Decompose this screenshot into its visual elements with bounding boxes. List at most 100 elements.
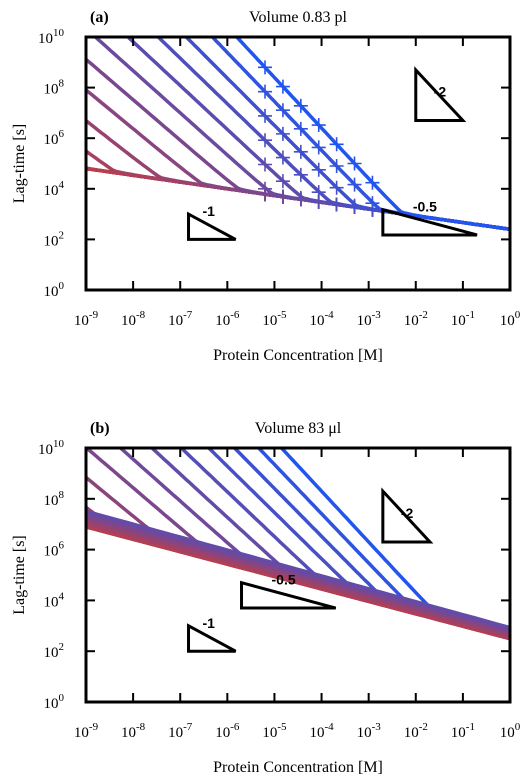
data-point: [275, 189, 290, 204]
data-point: [311, 140, 326, 155]
y-tick-label: 102: [44, 229, 65, 249]
x-tick-label: 100: [500, 309, 521, 329]
x-tick-label: 10-6: [215, 721, 240, 741]
data-point: [258, 133, 273, 148]
x-tick-label: 10-2: [404, 721, 428, 741]
data-point: [311, 185, 326, 200]
panel-a-title: Volume 0.83 pl: [249, 9, 347, 26]
crossover-band-line: [86, 521, 510, 639]
crossover-band-line: [86, 509, 510, 630]
data-point: [293, 121, 308, 136]
panel-b-plot-frame: [84, 446, 512, 704]
y-tick-label: 108: [44, 78, 65, 98]
data-point: [275, 79, 290, 94]
data-point: [329, 137, 344, 152]
y-tick-label: 102: [44, 641, 65, 661]
slope-triangle: [240, 580, 337, 610]
data-point: [293, 167, 308, 182]
panel-b-ticks: 10-9 10-8 10-7 10-6 10-5 10-4 10-3 10-2 10-1 100 1…: [38, 438, 521, 741]
data-point: [275, 126, 290, 141]
x-tick-label: 10-4: [309, 309, 334, 329]
slope-triangle: [414, 66, 467, 123]
slope-triangle: [187, 211, 237, 241]
crossover-band-line: [86, 512, 510, 632]
data-point: [293, 144, 308, 159]
x-tick-label: 10-9: [74, 721, 99, 741]
panel-a-plot-frame: [84, 35, 512, 292]
panel-b-label: (b): [90, 420, 110, 437]
y-tick-label: 104: [44, 179, 65, 199]
panel-b-x-axis-title: Protein Concentration [M]: [213, 759, 383, 776]
panel-a-markers: [258, 60, 380, 217]
data-point: [311, 118, 326, 133]
data-point: [347, 177, 362, 192]
x-tick-label: 10-8: [121, 309, 146, 329]
data-point: [347, 198, 362, 213]
series-line: [86, 88, 510, 232]
slope-triangle: [381, 487, 434, 544]
x-tick-label: 10-8: [121, 721, 146, 741]
x-tick-label: 10-3: [357, 309, 382, 329]
series-line: [86, 149, 510, 232]
data-point: [275, 150, 290, 165]
x-tick-label: 10-5: [262, 721, 287, 741]
data-point: [329, 180, 344, 195]
data-point: [365, 196, 380, 211]
data-point: [275, 103, 290, 118]
y-tick-label: 106: [44, 540, 65, 560]
slope-triangle: [381, 207, 478, 237]
data-point: [258, 84, 273, 99]
y-tick-label: 106: [44, 128, 65, 148]
data-point: [329, 197, 344, 212]
slope-label: -2: [434, 84, 447, 100]
x-tick-label: 10-1: [451, 309, 475, 329]
crossover-band-line: [86, 518, 510, 637]
x-tick-label: 10-7: [168, 721, 193, 741]
panel-b-title: Volume 83 μl: [255, 420, 342, 437]
x-tick-label: 10-2: [404, 309, 428, 329]
data-point: [311, 162, 326, 177]
panel-b-slope-triangles: -1 -0.5 -2: [187, 487, 434, 653]
panel-b-curves: [86, 448, 510, 641]
data-point: [258, 108, 273, 123]
slope-label: -0.5: [272, 572, 296, 588]
y-tick-label: 108: [44, 489, 65, 509]
x-tick-label: 10-6: [215, 309, 240, 329]
x-tick-label: 10-7: [168, 309, 193, 329]
data-point: [293, 190, 308, 205]
data-point: [347, 156, 362, 171]
slope-label: -0.5: [413, 199, 437, 215]
data-point: [293, 98, 308, 113]
panel-a-slope-triangles: -1 -0.5 -2: [187, 66, 478, 241]
x-tick-label: 10-3: [357, 721, 382, 741]
data-point: [275, 174, 290, 189]
y-tick-label: 104: [44, 590, 65, 610]
panel-a-curves: [86, 37, 510, 232]
x-tick-label: 10-4: [309, 721, 334, 741]
data-point: [329, 158, 344, 173]
data-point: [258, 60, 273, 75]
panel-a-ticks: 10-9 10-8 10-7 10-6 10-5 10-4 10-3 10-2 10-1 100 1…: [38, 27, 521, 329]
panel-a: -1 -0.5-2 10-9 10-8 10-7 10-6 10-5 10-4 10-3 10-…: [11, 9, 521, 364]
slope-triangle: [187, 623, 237, 653]
panel-b: -1-0.5-2 10-9 10-8 10-7 10-6 10-5 10-4 10-3 10-…: [11, 420, 521, 776]
data-point: [258, 157, 273, 172]
series-line: [206, 448, 510, 641]
x-tick-label: 10-5: [262, 309, 287, 329]
y-tick-label: 100: [44, 692, 65, 712]
y-tick-label: 1010: [38, 438, 65, 458]
slope-label: -1: [203, 203, 216, 219]
slope-label: -1: [203, 615, 216, 631]
data-point: [258, 181, 273, 196]
x-tick-label: 100: [500, 721, 521, 741]
slope-label: -2: [401, 505, 414, 521]
x-tick-label: 10-9: [74, 309, 99, 329]
y-tick-label: 1010: [38, 27, 65, 47]
data-point: [365, 175, 380, 190]
crossover-band-line: [86, 524, 510, 641]
y-tick-label: 100: [44, 280, 65, 300]
panel-b-y-axis-title: Lag-time [s]: [11, 535, 28, 615]
series-line: [234, 37, 510, 232]
x-tick-label: 10-1: [451, 721, 475, 741]
